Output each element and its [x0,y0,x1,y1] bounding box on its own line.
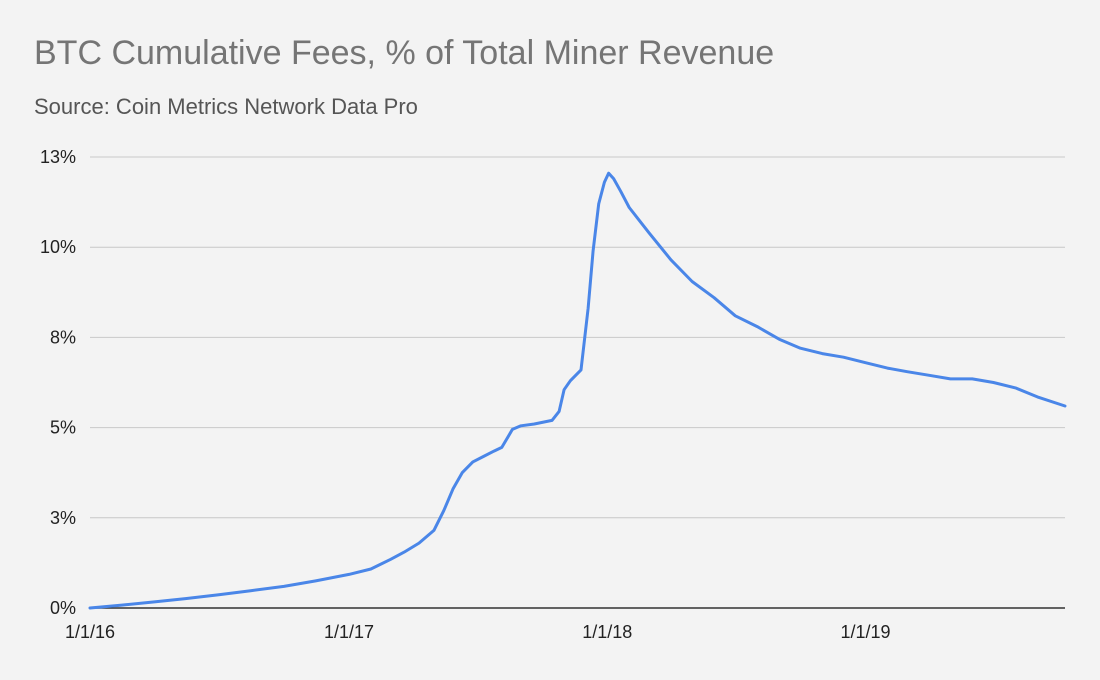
x-tick-label: 1/1/19 [840,622,890,642]
x-axis-ticks: 1/1/16 1/1/17 1/1/18 1/1/19 [65,622,891,642]
y-tick-label: 0% [50,598,76,618]
y-tick-label: 13% [40,147,76,167]
y-tick-label: 3% [50,508,76,528]
series-line [88,171,1067,610]
x-tick-label: 1/1/18 [582,622,632,642]
series-layer [88,171,1067,610]
y-tick-label: 10% [40,237,76,257]
gridlines [90,156,1065,609]
x-tick-label: 1/1/16 [65,622,115,642]
y-tick-label: 5% [50,418,76,438]
y-tick-label: 8% [50,327,76,347]
chart-subtitle: Source: Coin Metrics Network Data Pro [34,94,418,119]
chart-title: BTC Cumulative Fees, % of Total Miner Re… [34,34,775,72]
y-axis-ticks: 0% 3% 5% 8% 10% 13% [40,147,76,618]
x-tick-label: 1/1/17 [324,622,374,642]
